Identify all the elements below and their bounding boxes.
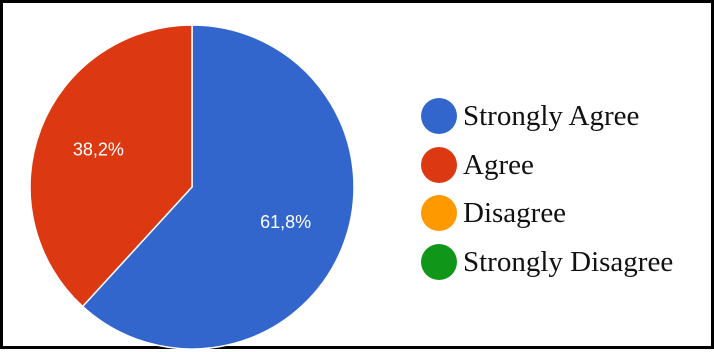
- slice-label-agree: 38,2%: [73, 139, 124, 159]
- pie-slice-agree[interactable]: [29, 24, 193, 308]
- legend-label-strongly-agree: Strongly Agree: [463, 100, 640, 132]
- legend-item-disagree[interactable]: Disagree: [421, 195, 713, 231]
- legend-swatch-disagree: [421, 195, 457, 231]
- legend-swatch-strongly-agree: [421, 98, 457, 134]
- legend-item-agree[interactable]: Agree: [421, 146, 713, 183]
- legend-label-strongly-disagree: Strongly Disagree: [463, 245, 674, 278]
- legend-label-disagree: Disagree: [463, 197, 567, 229]
- legend-item-strongly-agree[interactable]: Strongly Agree: [421, 98, 713, 134]
- legend-item-strongly-disagree[interactable]: Strongly Disagree: [421, 243, 713, 280]
- pie-chart: 61,8% 38,2%: [29, 24, 355, 350]
- slice-label-strongly-agree: 61,8%: [260, 212, 311, 232]
- legend-swatch-agree: [421, 146, 457, 183]
- legend-label-agree: Agree: [463, 148, 534, 181]
- legend-swatch-strongly-disagree: [421, 243, 457, 280]
- pie-slice-strongly-agree[interactable]: [81, 24, 355, 350]
- legend: Strongly Agree Agree Disagree Strongly D…: [421, 98, 713, 292]
